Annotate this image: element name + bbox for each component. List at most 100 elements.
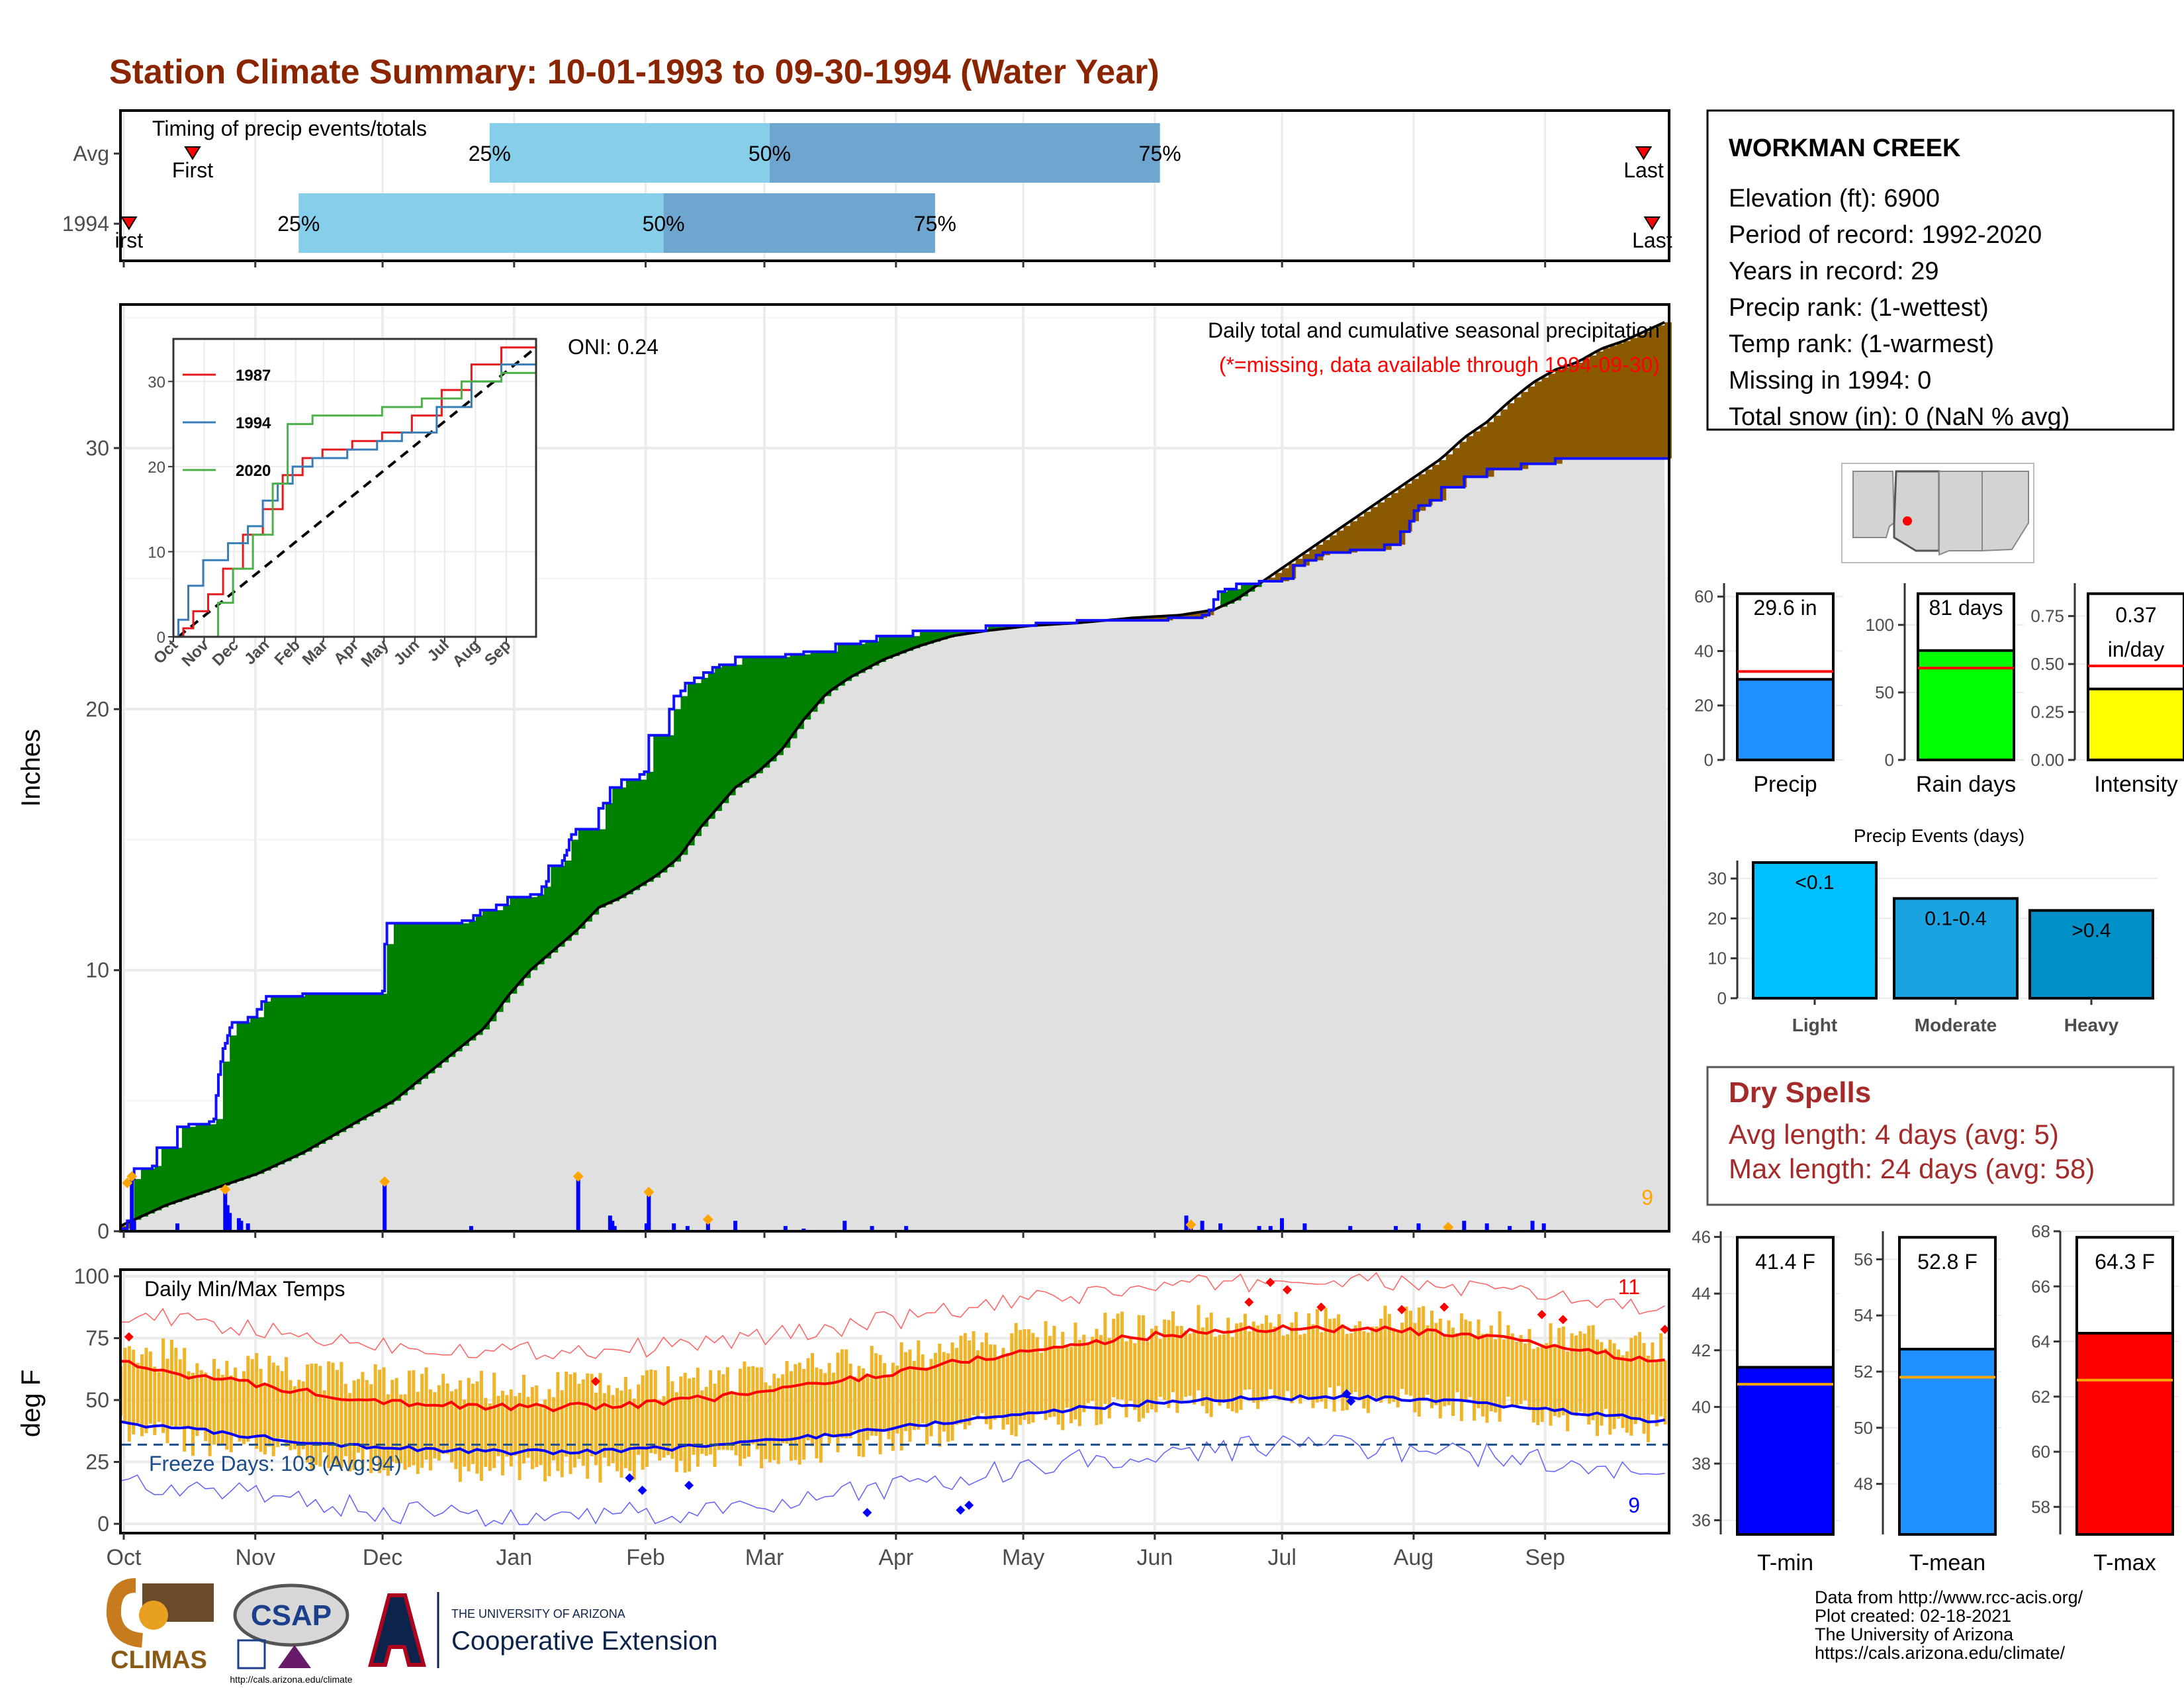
daily-temp-range-bar — [165, 1358, 169, 1444]
daily-temp-range-bar — [823, 1373, 827, 1434]
daily-precip-bar — [1541, 1223, 1546, 1231]
daily-temp-range-bar — [730, 1390, 734, 1450]
cumulative-average-line — [120, 320, 1665, 1227]
tempbar-label: T-mean — [1909, 1550, 1985, 1575]
daily-temp-range-bar — [904, 1352, 908, 1431]
dry-frame — [1706, 1066, 2175, 1206]
daily-temp-range-bar — [1124, 1341, 1128, 1418]
record-low-marker — [1346, 1396, 1356, 1406]
precip-y-tick-label: 10 — [85, 959, 109, 982]
timing-title: Timing of precip events/totals — [152, 117, 427, 140]
footer-line: Plot created: 02-18-2021 — [1815, 1606, 2011, 1626]
daily-temp-range-bar — [688, 1378, 692, 1472]
ua-a-mark — [368, 1593, 426, 1667]
daily-temp-range-bar — [1510, 1333, 1514, 1407]
inset-legend-label: 2020 — [236, 462, 271, 480]
inset-legend-label: 1994 — [236, 414, 271, 432]
above-average-area — [298, 996, 306, 1155]
station-location-marker — [1903, 516, 1912, 526]
daily-temp-range-bar — [1515, 1341, 1519, 1406]
below-average-area — [1384, 497, 1392, 550]
daily-precip-bar — [1462, 1221, 1467, 1231]
daily-temp-range-bar — [556, 1372, 560, 1472]
daily-precip-bar — [130, 1179, 134, 1231]
above-average-area — [680, 696, 688, 855]
daily-temp-range-bar — [234, 1367, 238, 1436]
summary-y-tick-label: 40 — [1694, 641, 1713, 661]
csap-logo: CSAP http://cals.arizona.edu/climate — [230, 1583, 353, 1685]
above-average-area — [421, 923, 429, 1079]
month-label: Mar — [745, 1545, 784, 1570]
daily-temp-range-bar — [407, 1370, 411, 1468]
daily-temp-range-bar — [1612, 1343, 1616, 1429]
inset-average-line — [177, 346, 537, 638]
above-average-area — [277, 996, 285, 1165]
daily-temp-range-bar — [848, 1364, 852, 1438]
daily-temp-range-bar — [518, 1393, 522, 1480]
daily-temp-range-bar — [127, 1346, 131, 1442]
timing-pct-label: 25% — [277, 212, 320, 236]
map-state-west — [1852, 471, 1895, 538]
daily-temp-range-bar — [1167, 1320, 1171, 1408]
daily-temp-range-bar — [276, 1365, 280, 1448]
daily-temp-range-bar — [1307, 1313, 1311, 1399]
daily-temp-range-bar — [954, 1348, 958, 1425]
above-average-area — [271, 996, 278, 1168]
daily-temp-range-bar — [220, 1374, 224, 1446]
above-average-area — [837, 643, 845, 686]
above-average-area — [1220, 591, 1228, 607]
daily-temp-range-bar — [844, 1349, 848, 1438]
above-average-area — [947, 630, 954, 637]
above-average-area — [516, 897, 524, 986]
daily-temp-range-bar — [598, 1373, 602, 1483]
above-average-area — [148, 1168, 156, 1214]
daily-temp-range-bar — [891, 1362, 895, 1451]
daily-temp-range-bar — [1197, 1305, 1201, 1391]
daily-temp-range-bar — [768, 1385, 772, 1463]
month-label: Feb — [626, 1545, 665, 1570]
above-average-area — [605, 803, 613, 905]
above-average-area — [906, 635, 914, 651]
daily-temp-range-bar — [1005, 1353, 1009, 1425]
record-low-marker — [684, 1480, 694, 1490]
daily-temp-range-bar — [806, 1358, 810, 1440]
cumulative-1994-line — [120, 457, 1669, 1231]
daily-temp-range-bar — [416, 1391, 420, 1474]
daily-temp-range-bar — [997, 1358, 1001, 1418]
daily-temp-range-bar — [1201, 1327, 1205, 1407]
daily-temp-range-bar — [1073, 1322, 1077, 1420]
above-average-area — [810, 651, 818, 712]
daily-temp-range-bar — [1052, 1325, 1056, 1417]
daily-temp-range-bar — [1345, 1334, 1349, 1411]
daily-temp-range-bar — [776, 1378, 780, 1464]
station-info-line: Total snow (in): 0 (NaN % avg) — [1729, 403, 2070, 431]
above-average-area — [707, 673, 715, 819]
daily-temp-range-bar — [399, 1394, 403, 1464]
daily-temp-range-bar — [794, 1364, 797, 1460]
temp-ylabel: deg F — [17, 1370, 46, 1437]
daily-temp-range-bar — [1158, 1338, 1162, 1397]
inset-series-1994 — [173, 355, 537, 638]
above-average-area — [318, 994, 326, 1144]
daily-temp-range-bar — [1540, 1344, 1544, 1423]
climas-logo-sun — [139, 1601, 168, 1630]
record-low-marker — [964, 1500, 974, 1510]
above-average-area — [202, 1124, 210, 1193]
daily-temp-range-bar — [1659, 1333, 1663, 1417]
above-average-area — [660, 735, 668, 873]
daily-temp-range-bar — [874, 1353, 878, 1436]
record-high-marker — [1397, 1305, 1407, 1315]
daily-precip-bar — [1508, 1226, 1512, 1231]
daily-temp-range-bar — [781, 1374, 785, 1444]
below-average-area — [1445, 454, 1453, 488]
daily-temp-range-bar — [645, 1370, 649, 1468]
timing-pct-label: 50% — [643, 212, 685, 236]
last-event-marker — [1643, 216, 1661, 230]
below-average-area — [1138, 617, 1146, 621]
daily-temp-range-bar — [199, 1370, 203, 1429]
below-average-area — [1330, 535, 1338, 553]
timing-panel: 25% 50% 75% First Last Avg 25% 50% 75% irst Last 19… — [62, 109, 1672, 267]
inset-y-tick-label: 30 — [148, 373, 165, 391]
daily-temp-range-bar — [1146, 1341, 1150, 1413]
above-average-area — [557, 865, 565, 947]
